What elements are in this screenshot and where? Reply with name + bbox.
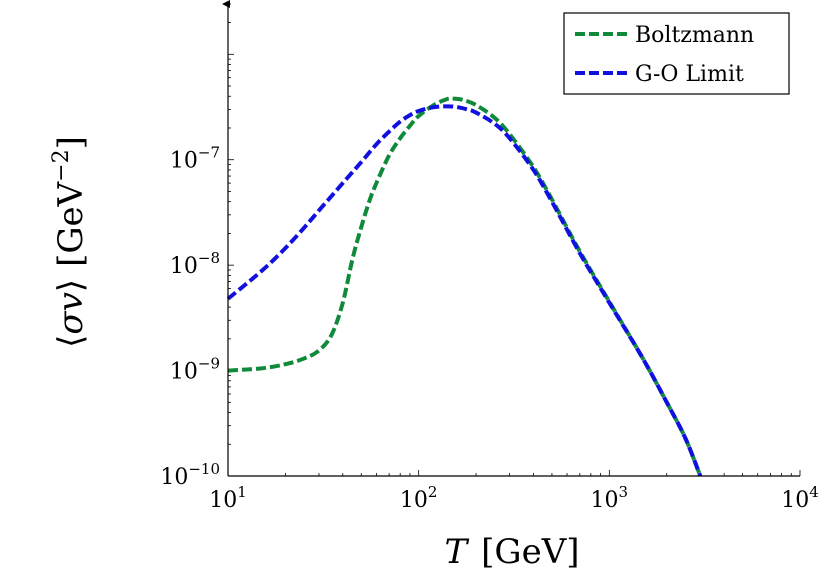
x-tick-label: 103 [591, 483, 629, 513]
legend: Boltzmann G-O Limit [563, 12, 790, 95]
y-axis-title-var: σv [51, 292, 91, 334]
y-tick-label: 10−8 [170, 249, 220, 279]
x-axis-title-var: T [444, 532, 469, 572]
legend-label-go-limit: G-O Limit [635, 62, 744, 87]
y-axis-title-bracket: ] [51, 136, 91, 149]
y-axis-title-unit: [GeV [51, 180, 91, 267]
legend-frame [563, 12, 790, 95]
y-tick-label: 10−9 [170, 355, 220, 385]
x-axis-title-unit: [GeV] [481, 532, 579, 572]
x-tick-label: 102 [400, 483, 438, 513]
y-tick-label: 10−10 [160, 460, 220, 490]
series-line-0 [227, 96, 703, 477]
x-tick-label: 101 [209, 483, 247, 513]
y-tick-label: 10−7 [170, 144, 220, 174]
series-line-1 [226, 104, 703, 477]
x-axis-title: T [GeV] [444, 532, 579, 572]
legend-label-boltzmann: Boltzmann [635, 23, 754, 48]
y-tick-labels: 10−10 10−9 10−8 10−7 [160, 144, 220, 490]
y-axis-title: ⟨σv⟩ [GeV−2] [49, 136, 91, 348]
y-axis-title-exp: −2 [49, 149, 74, 181]
y-axis-title-close: ⟩ [51, 279, 91, 292]
y-axis-title-open: ⟨ [51, 335, 91, 348]
series-layer [226, 96, 703, 477]
x-tick-label: 104 [781, 483, 819, 513]
x-tick-labels: 101 102 103 104 [209, 483, 819, 513]
